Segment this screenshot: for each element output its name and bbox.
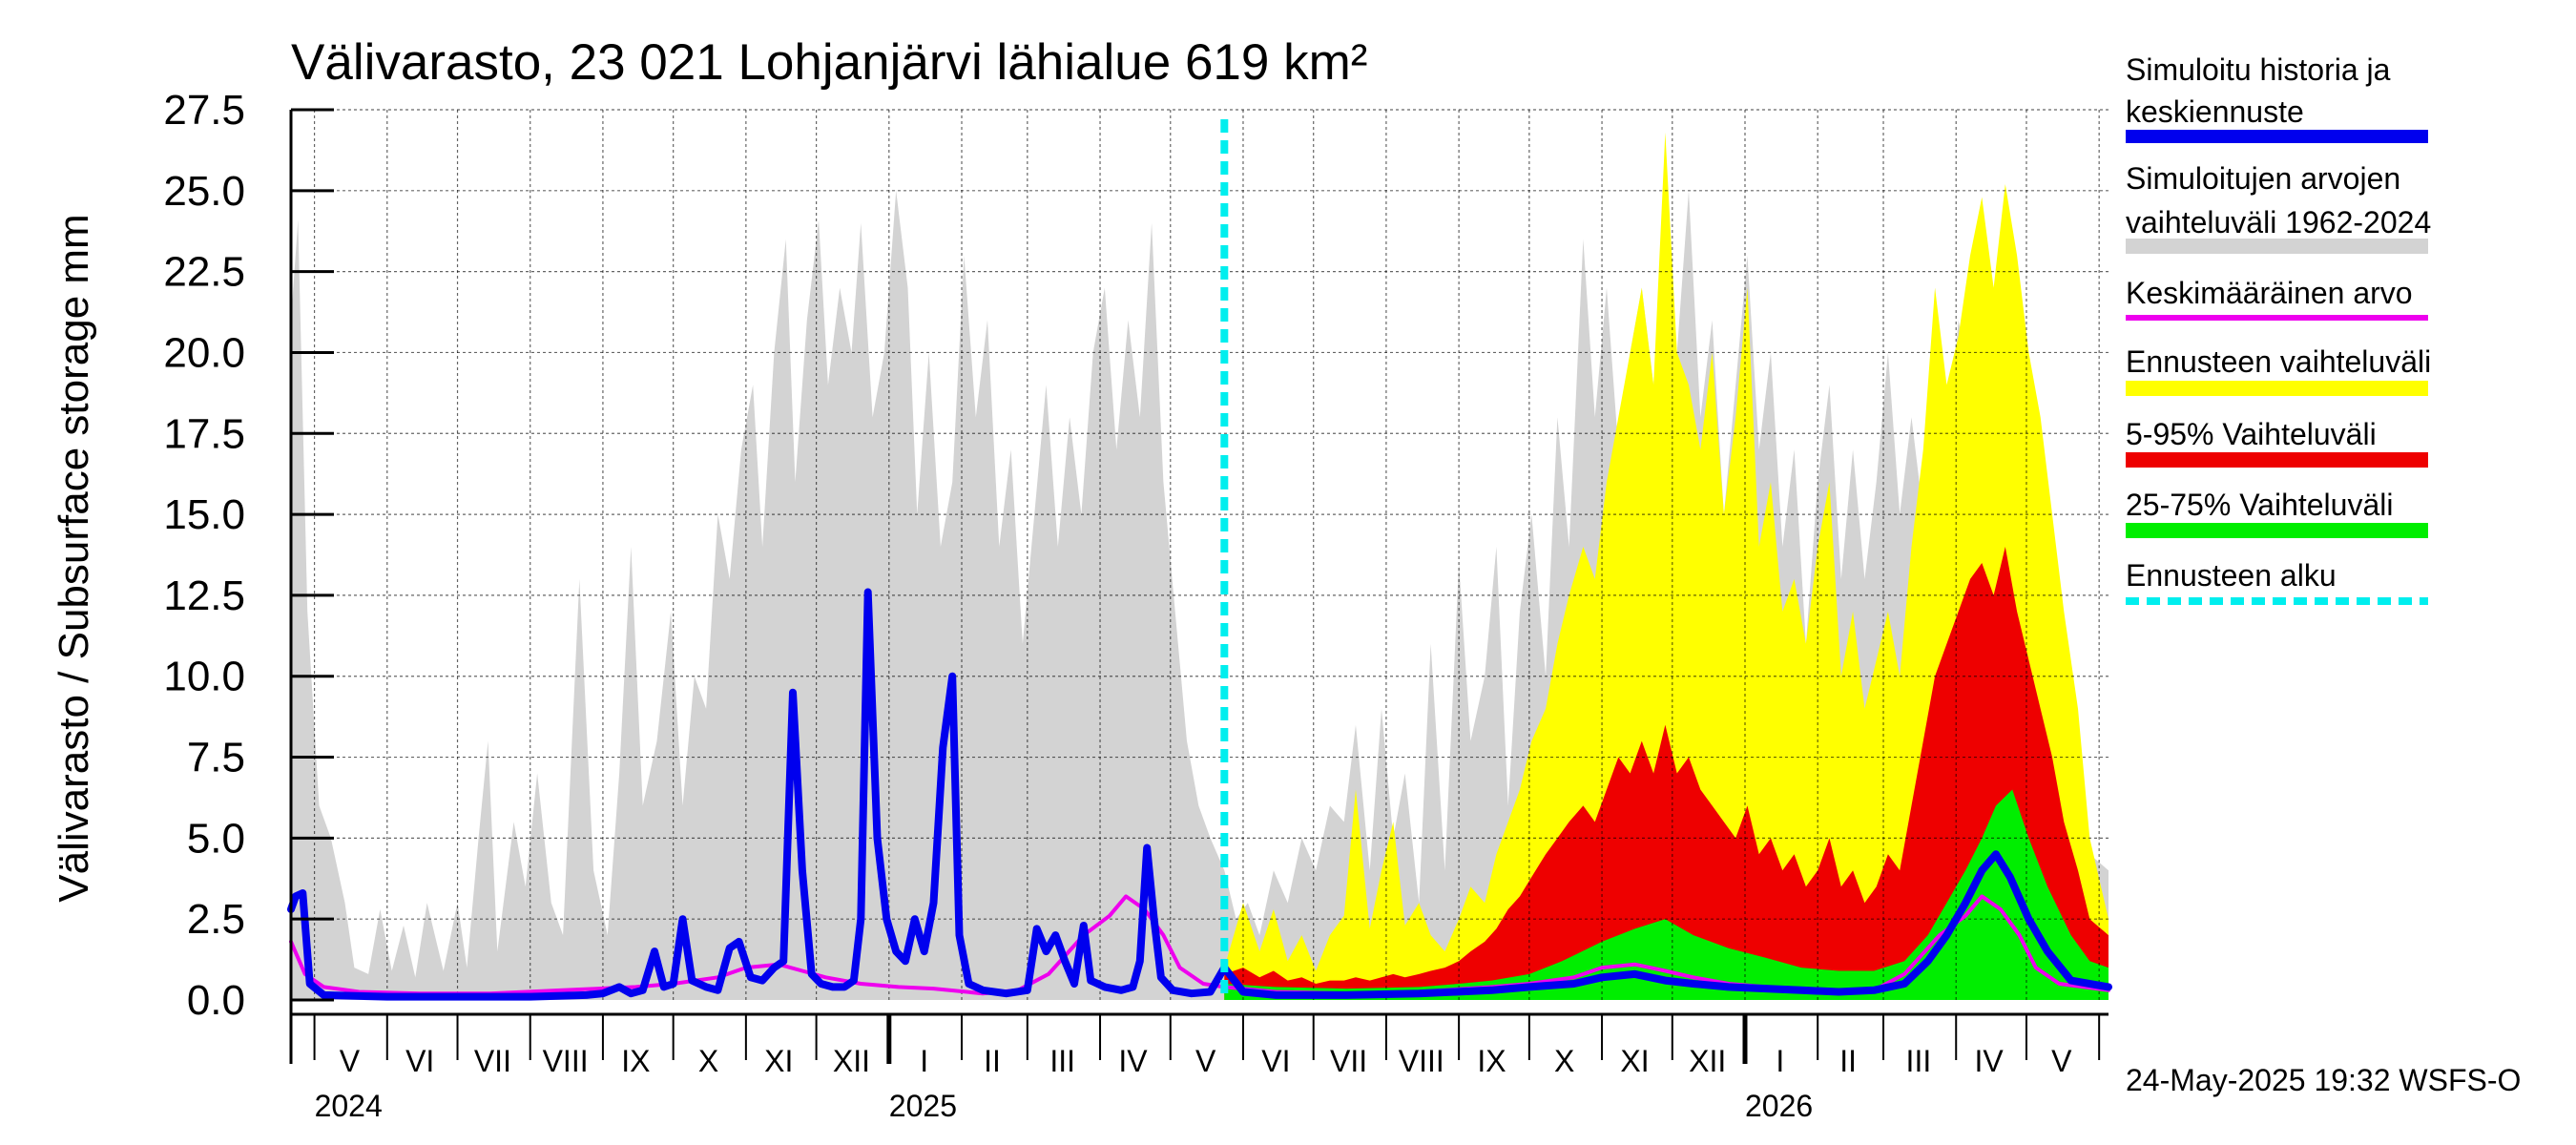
month-label: XI bbox=[1620, 1044, 1649, 1078]
month-label: III bbox=[1049, 1044, 1075, 1078]
year-label: 2024 bbox=[315, 1089, 383, 1123]
y-tick-label: 2.5 bbox=[187, 896, 245, 943]
series-line-1 bbox=[287, 588, 2112, 1001]
y-tick-label: 0.0 bbox=[187, 977, 245, 1024]
year-label: 2025 bbox=[889, 1089, 957, 1123]
band-2 bbox=[1224, 547, 2109, 1000]
month-label: V bbox=[340, 1044, 361, 1078]
month-label: II bbox=[984, 1044, 1001, 1078]
month-label: V bbox=[1195, 1044, 1216, 1078]
month-label: X bbox=[1554, 1044, 1574, 1078]
month-label: IX bbox=[621, 1044, 650, 1078]
month-label: VII bbox=[1330, 1044, 1367, 1078]
y-tick-label: 5.0 bbox=[187, 815, 245, 862]
month-label: VIII bbox=[543, 1044, 589, 1078]
y-tick-label: 15.0 bbox=[163, 491, 245, 538]
month-label: VI bbox=[405, 1044, 434, 1078]
y-tick-label: 7.5 bbox=[187, 735, 245, 781]
legend-label: Ennusteen alku bbox=[2126, 558, 2337, 593]
timestamp-footer: 24-May-2025 19:32 WSFS-O bbox=[2126, 1063, 2521, 1097]
x-axis-labels: V VI VII VIII IX X XI XII I II III IV V VI VII VIII IX X X… bbox=[313, 1014, 2101, 1123]
month-label: IV bbox=[1975, 1044, 2005, 1078]
month-label: IV bbox=[1118, 1044, 1148, 1078]
legend-label: Ennusteen vaihteluväli bbox=[2126, 344, 2431, 379]
month-label: X bbox=[698, 1044, 718, 1078]
month-label: XI bbox=[764, 1044, 793, 1078]
band-3 bbox=[1224, 789, 2109, 1000]
month-label: VIII bbox=[1399, 1044, 1444, 1078]
y-axis-label: Välivarasto / Subsurface storage mm bbox=[51, 214, 97, 902]
y-tick-label: 10.0 bbox=[163, 654, 245, 700]
month-label: XII bbox=[1689, 1044, 1726, 1078]
month-label: I bbox=[1776, 1044, 1784, 1078]
y-tick-label: 22.5 bbox=[163, 249, 245, 296]
legend-label: 25-75% Vaihteluväli bbox=[2126, 488, 2393, 522]
y-tick-label: 25.0 bbox=[163, 168, 245, 215]
month-label: I bbox=[920, 1044, 928, 1078]
y-tick-label: 12.5 bbox=[163, 572, 245, 619]
y-tick-label: 27.5 bbox=[163, 87, 245, 134]
y-tick-label: 20.0 bbox=[163, 329, 245, 376]
legend: Simuloitu historia ja keskiennuste Simuloi… bbox=[2126, 52, 2431, 605]
plot-area bbox=[287, 109, 2112, 1001]
month-label: XII bbox=[833, 1044, 870, 1078]
month-label: IX bbox=[1477, 1044, 1506, 1078]
band-1 bbox=[1224, 132, 2109, 1000]
month-label: V bbox=[2051, 1044, 2072, 1078]
month-label: VII bbox=[474, 1044, 511, 1078]
legend-label: Simuloitujen arvojen vaihteluväli 1962-20… bbox=[2126, 161, 2431, 239]
chart-title: Välivarasto, 23 021 Lohjanjärvi lähialue… bbox=[291, 34, 1367, 91]
month-label: II bbox=[1839, 1044, 1857, 1078]
legend-label: 5-95% Vaihteluväli bbox=[2126, 417, 2377, 451]
legend-label: Keskimääräinen arvo bbox=[2126, 276, 2413, 310]
legend-label: Simuloitu historia ja keskiennuste bbox=[2126, 52, 2391, 129]
month-label: III bbox=[1906, 1044, 1932, 1078]
y-tick-label: 17.5 bbox=[163, 410, 245, 457]
axes: 0.0 2.5 5.0 7.5 10.0 12.5 15.0 17.5 20.0 22.5 25.0… bbox=[163, 87, 2109, 1064]
year-label: 2026 bbox=[1745, 1089, 1813, 1123]
month-label: VI bbox=[1261, 1044, 1290, 1078]
